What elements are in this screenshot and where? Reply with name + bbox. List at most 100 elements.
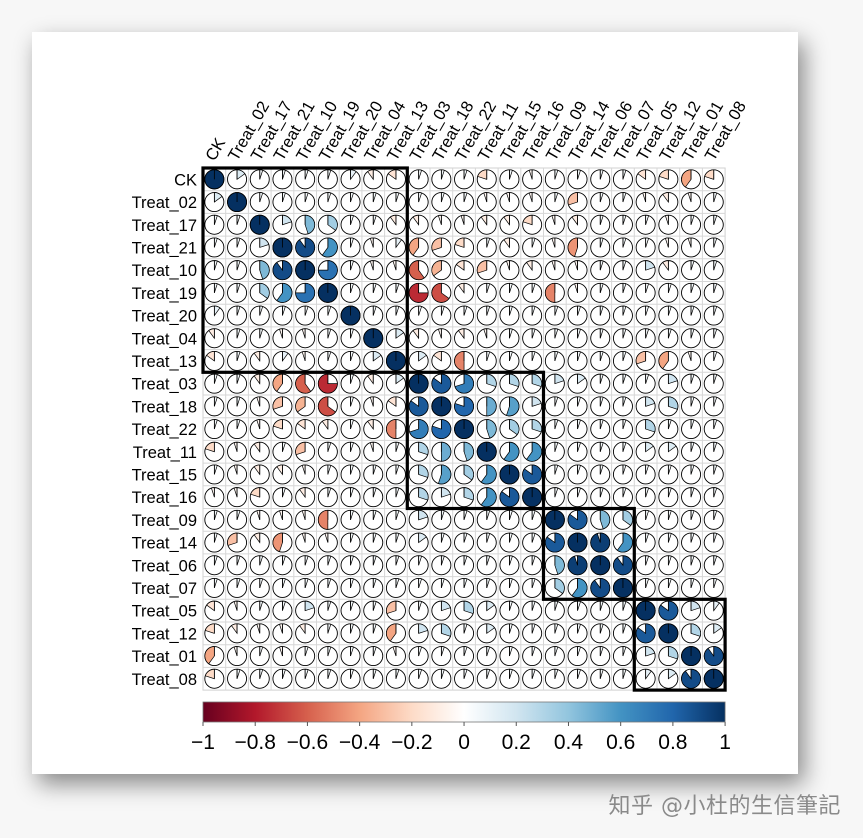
cell-Treat_11-Treat_08 [703,441,724,462]
cell-Treat_16-Treat_05 [635,487,656,508]
cell-Treat_21-Treat_01 [681,237,702,258]
cell-Treat_05-Treat_16 [522,600,543,621]
cell-Treat_16-Treat_08 [703,487,724,508]
row-label: Treat_21 [132,239,197,257]
cell-Treat_08-Treat_17 [249,668,270,689]
cell-Treat_11-Treat_18 [431,441,452,462]
cell-Treat_08-Treat_07 [612,668,633,689]
cell-Treat_13-Treat_16 [522,350,543,371]
pie-wedge [259,282,270,299]
cell-Treat_13-Treat_06 [590,350,611,371]
cell-CK-Treat_01 [681,169,702,190]
pie-wedge [259,260,270,280]
cell-Treat_13-Treat_09 [544,350,565,371]
cell-Treat_03-Treat_12 [658,373,679,394]
cell-Treat_11-Treat_17 [249,441,270,462]
cell-CK-Treat_09 [544,169,565,190]
cell-Treat_04-Treat_01 [681,328,702,349]
cell-Treat_16-Treat_22 [454,487,475,508]
cell-Treat_20-Treat_12 [658,305,679,326]
cell-Treat_13-Treat_12 [658,350,679,371]
pie-wedge [616,532,633,553]
cluster-box [632,597,727,692]
colorbar [202,701,726,723]
cell-Treat_05-Treat_08 [703,600,724,621]
cell-Treat_19-Treat_15 [499,282,520,303]
cell-Treat_09-Treat_12 [658,509,679,530]
cell-Treat_03-Treat_02 [227,373,248,394]
cell-Treat_03-Treat_05 [635,373,656,394]
cell-Treat_12-Treat_20 [340,623,361,644]
cell-Treat_20-Treat_21 [272,305,293,326]
cell-Treat_07-Treat_04 [363,577,384,598]
colorbar-tick-label: 0.2 [502,731,531,754]
cell-Treat_17-Treat_05 [635,214,656,235]
cell-Treat_12-Treat_05 [635,623,656,644]
cell-CK-Treat_10 [295,169,316,190]
cell-Treat_16-Treat_14 [567,487,588,508]
cell-Treat_10-Treat_09 [544,260,565,281]
cell-Treat_15-Treat_09 [544,464,565,485]
cell-Treat_11-Treat_22 [454,441,475,462]
cell-Treat_11-Treat_01 [681,441,702,462]
cell-Treat_15-Treat_04 [363,464,384,485]
cell-Treat_15-Treat_05 [635,464,656,485]
cell-Treat_08-Treat_21 [272,668,293,689]
cell-Treat_04-Treat_15 [499,328,520,349]
cell-Treat_21-Treat_16 [522,237,543,258]
cell-Treat_17-Treat_11 [476,214,497,235]
cell-CK-Treat_17 [249,169,270,190]
cell-Treat_20-Treat_06 [590,305,611,326]
cell-Treat_15-Treat_12 [658,464,679,485]
cell-Treat_19-Treat_19 [317,282,338,303]
cell-Treat_05-Treat_01 [681,600,702,621]
cell-Treat_06-Treat_19 [317,555,338,576]
cell-Treat_08-Treat_08 [703,668,724,689]
cell-Treat_02-Treat_22 [454,192,475,213]
cell-Treat_03-Treat_04 [363,373,384,394]
row-label: Treat_17 [132,217,197,235]
cell-Treat_19-Treat_20 [340,282,361,303]
cell-Treat_03-Treat_15 [499,373,520,394]
colorbar-tick-label: −0.6 [287,731,328,754]
cell-Treat_15-Treat_08 [703,464,724,485]
cell-Treat_05-Treat_18 [431,600,452,621]
cell-Treat_04-Treat_21 [272,328,293,349]
colorbar-tick-label: −0.8 [234,731,275,754]
cell-Treat_08-Treat_10 [295,668,316,689]
cell-Treat_01-Treat_12 [658,646,679,667]
cell-Treat_18-Treat_14 [567,396,588,417]
cell-Treat_21-Treat_07 [612,237,633,258]
cell-Treat_05-Treat_19 [317,600,338,621]
cell-Treat_12-Treat_17 [249,623,270,644]
cell-Treat_06-Treat_12 [658,555,679,576]
cell-Treat_17-Treat_22 [454,214,475,235]
cell-Treat_07-Treat_06 [590,577,611,598]
cell-Treat_10-Treat_08 [703,260,724,281]
cell-Treat_16-Treat_11 [476,487,497,508]
cell-Treat_06-CK [204,555,225,576]
cell-Treat_09-Treat_16 [522,509,543,530]
pie-wedge [431,260,442,277]
cell-Treat_14-Treat_15 [499,532,520,553]
cell-Treat_20-Treat_07 [612,305,633,326]
cell-Treat_19-Treat_22 [454,282,475,303]
cell-Treat_08-Treat_22 [454,668,475,689]
cell-Treat_04-Treat_17 [249,328,270,349]
cell-Treat_14-Treat_03 [408,532,429,553]
cell-Treat_07-Treat_10 [295,577,316,598]
cell-Treat_07-Treat_08 [703,577,724,598]
cell-Treat_02-Treat_08 [703,192,724,213]
cell-Treat_21-Treat_12 [658,237,679,258]
cell-Treat_19-Treat_03 [408,282,429,303]
cell-Treat_11-Treat_03 [408,441,429,462]
cell-Treat_22-Treat_17 [249,419,270,440]
cell-Treat_07-Treat_18 [431,577,452,598]
row-label: CK [174,171,197,189]
cell-Treat_22-Treat_06 [590,419,611,440]
cell-Treat_12-Treat_03 [408,623,429,644]
cell-Treat_19-Treat_09 [544,282,565,303]
cell-Treat_08-Treat_02 [227,668,248,689]
cell-Treat_16-Treat_10 [295,487,316,508]
cell-Treat_09-Treat_22 [454,509,475,530]
